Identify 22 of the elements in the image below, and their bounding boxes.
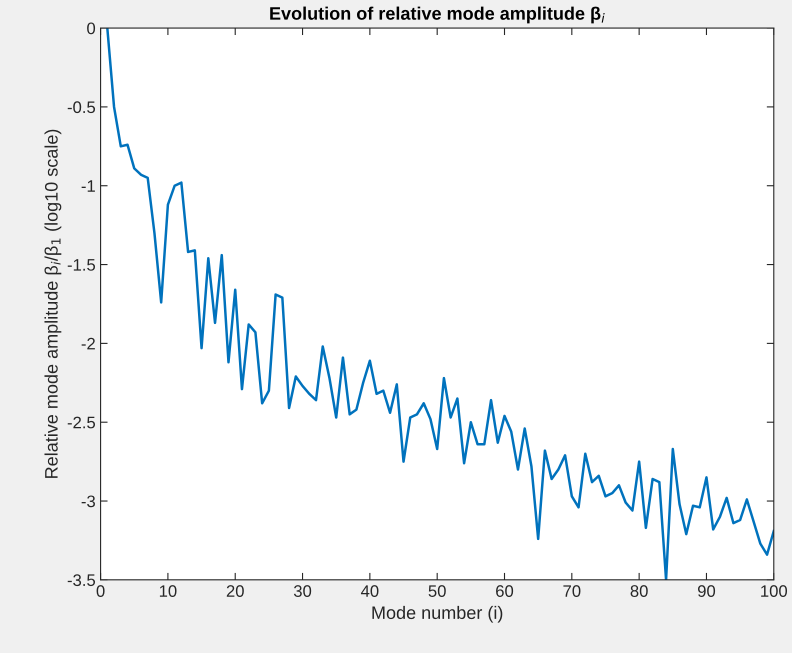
y-tick-label: -1.5 [68, 259, 96, 271]
x-tick-label: 80 [630, 585, 648, 597]
x-tick-label: 70 [563, 585, 580, 597]
y-tick-label: 0 [87, 22, 96, 34]
x-tick-label: 0 [96, 585, 105, 597]
x-tick-label: 20 [226, 585, 244, 597]
y-axis-title: Relative mode amplitude β$_{i}$/β$_{1}$ (log10 scale) [44, 130, 62, 478]
x-tick-label: 50 [428, 585, 446, 597]
y-tick-label: -3.5 [68, 574, 96, 586]
x-tick-label: 90 [698, 585, 716, 597]
y-tick-label: -3 [82, 495, 95, 508]
x-tick-label: 60 [496, 585, 514, 597]
x-axis-title: Mode number (i) [372, 606, 502, 623]
x-tick-label: 30 [294, 585, 312, 597]
y-tick-label: -1 [82, 180, 95, 192]
y-tick-label: -2.5 [68, 416, 96, 428]
y-tick-label: -0.5 [68, 101, 96, 114]
chart-title: Evolution of relative mode amplitude β$_{i}$ [270, 6, 605, 24]
x-tick-label: 10 [160, 585, 177, 597]
y-tick-label: -2 [82, 338, 95, 350]
x-tick-label: 40 [360, 585, 378, 597]
x-tick-label: 100 [761, 585, 788, 597]
